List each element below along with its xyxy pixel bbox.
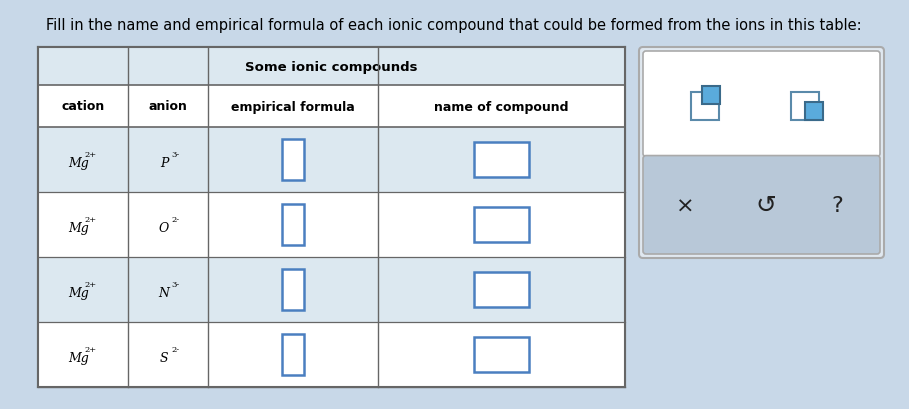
Bar [691, 92, 719, 121]
Bar [282, 270, 304, 310]
Text: Fill in the name and empirical formula of each ionic compound that could be form: Fill in the name and empirical formula o… [46, 18, 862, 33]
Bar [474, 272, 529, 308]
Text: 3-: 3- [172, 281, 180, 289]
Text: Mg: Mg [68, 286, 89, 299]
FancyBboxPatch shape [643, 52, 880, 157]
Bar [804, 102, 823, 120]
Bar [474, 142, 529, 178]
Text: 2+: 2+ [85, 281, 97, 289]
Text: 2-: 2- [172, 346, 180, 354]
Text: Mg: Mg [68, 221, 89, 234]
Bar [474, 337, 529, 373]
Bar [38, 322, 625, 387]
Text: 2+: 2+ [85, 216, 97, 224]
Bar [474, 207, 529, 243]
Text: O: O [159, 221, 169, 234]
Bar [38, 128, 625, 193]
Text: ×: × [676, 196, 695, 216]
FancyBboxPatch shape [643, 156, 880, 254]
Bar [791, 92, 819, 121]
Bar [38, 86, 625, 128]
Text: Some ionic compounds: Some ionic compounds [245, 61, 418, 73]
FancyBboxPatch shape [639, 48, 884, 258]
Bar [282, 205, 304, 245]
Text: cation: cation [62, 100, 105, 113]
Text: 2+: 2+ [85, 346, 97, 354]
Text: S: S [160, 351, 168, 364]
Text: Mg: Mg [68, 157, 89, 170]
Text: ↺: ↺ [755, 194, 776, 218]
Bar [38, 193, 625, 257]
Text: N: N [158, 286, 169, 299]
Text: Mg: Mg [68, 351, 89, 364]
Text: P: P [160, 157, 168, 170]
Text: 3-: 3- [172, 151, 180, 159]
Text: name of compound: name of compound [435, 100, 569, 113]
Text: 2+: 2+ [85, 151, 97, 159]
Text: ?: ? [832, 196, 844, 216]
Bar [282, 335, 304, 375]
Bar [38, 48, 625, 387]
Bar [38, 257, 625, 322]
Text: empirical formula: empirical formula [231, 100, 355, 113]
Text: 2-: 2- [172, 216, 180, 224]
Bar [282, 140, 304, 180]
Bar [702, 87, 720, 105]
Bar [38, 48, 625, 86]
Text: anion: anion [148, 100, 187, 113]
